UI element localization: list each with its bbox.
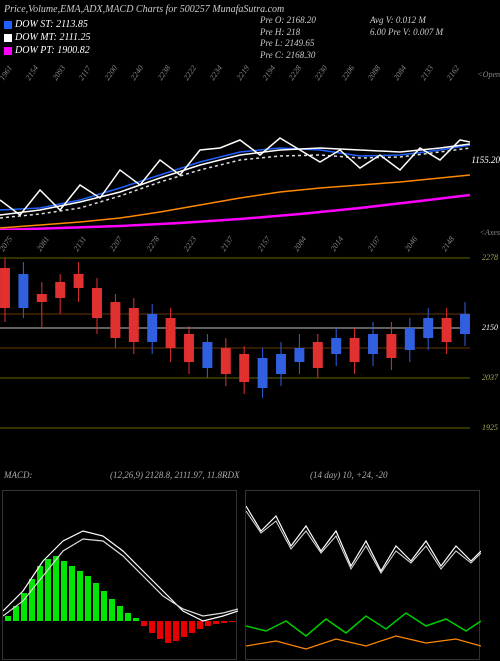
legend-mt: DOW MT: 2111.25 xyxy=(4,31,90,44)
legend-swatch-st xyxy=(4,21,12,29)
macd-params: (12,26,9) 2128.8, 2111.97, 11.8RDX xyxy=(110,470,240,480)
candle-svg xyxy=(0,238,470,438)
legend-swatch-mt xyxy=(4,34,12,42)
macd-panel xyxy=(2,490,237,660)
ema-svg xyxy=(0,100,470,230)
ema-value-label: 1155.20 xyxy=(471,155,500,165)
legend-pt-label: DOW PT: 1900.82 xyxy=(15,44,90,57)
macd-label: MACD: xyxy=(4,470,33,480)
legend-st: DOW ST: 2113.85 xyxy=(4,18,90,31)
adx-svg xyxy=(246,491,481,661)
x-tick: 2194 xyxy=(260,64,277,82)
axes-marker: <Axes xyxy=(480,228,500,237)
x-tick: 2219 xyxy=(234,64,251,82)
avg-block: Avg V: 0.012 M 6.00 Pre V: 0.007 M xyxy=(370,15,443,38)
avg-v1: Avg V: 0.012 M xyxy=(370,15,443,27)
x-tick: 2230 xyxy=(313,64,330,82)
y-axis-label: 2037 xyxy=(482,373,498,382)
x-tick: 2133 xyxy=(418,64,435,82)
x-tick: 1961 xyxy=(0,64,14,82)
x-tick: 2154 xyxy=(24,64,41,82)
x-tick: 2234 xyxy=(208,64,225,82)
ohlc-block: Pre O: 2168.20 Pre H: 218 Pre L: 2149.65… xyxy=(260,15,316,62)
x-axis-mid: 2075208121312207227822232137215720842014… xyxy=(0,232,470,233)
x-tick: 2088 xyxy=(366,64,383,82)
ohlc-h: Pre H: 218 xyxy=(260,27,316,39)
x-tick: 2206 xyxy=(339,64,356,82)
x-tick: 2117 xyxy=(76,64,92,82)
legend-st-label: DOW ST: 2113.85 xyxy=(15,18,88,31)
legend-swatch-pt xyxy=(4,47,12,55)
adx-params: (14 day) 10, +24, -20 xyxy=(310,470,388,480)
open-marker: <Open xyxy=(477,70,500,79)
x-tick: 2228 xyxy=(287,64,304,82)
avg-v2: 6.00 Pre V: 0.007 M xyxy=(370,27,443,39)
y-axis-label: 1925 xyxy=(482,423,498,432)
y-axis-label: 2150 xyxy=(482,323,498,332)
x-tick: 2222 xyxy=(182,64,199,82)
y-axis-label: 2278 xyxy=(482,253,498,262)
ohlc-o: Pre O: 2168.20 xyxy=(260,15,316,27)
x-tick: 2238 xyxy=(155,64,172,82)
candle-panel xyxy=(0,238,470,438)
ema-panel xyxy=(0,100,470,230)
macd-svg xyxy=(3,491,238,661)
x-tick: 2093 xyxy=(50,64,67,82)
adx-panel xyxy=(245,490,480,660)
x-tick: 2200 xyxy=(103,64,120,82)
x-tick: 2084 xyxy=(392,64,409,82)
legend: DOW ST: 2113.85 DOW MT: 2111.25 DOW PT: … xyxy=(4,18,90,57)
ohlc-l: Pre L: 2149.65 xyxy=(260,38,316,50)
x-tick: 2162 xyxy=(444,64,461,82)
legend-pt: DOW PT: 1900.82 xyxy=(4,44,90,57)
x-tick: 2240 xyxy=(129,64,146,82)
x-axis-top: 1961215420932117220022402238222222342219… xyxy=(0,58,470,73)
chart-title: Price,Volume,EMA,ADX,MACD Charts for 500… xyxy=(4,4,284,15)
legend-mt-label: DOW MT: 2111.25 xyxy=(15,31,90,44)
